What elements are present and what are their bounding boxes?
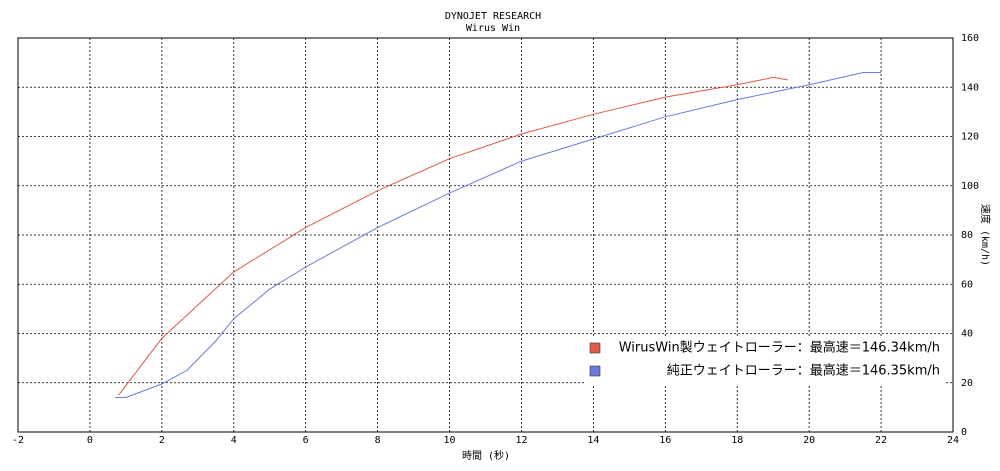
x-tick-label: 16: [659, 435, 671, 446]
x-tick-label: 8: [375, 435, 381, 446]
x-tick-label: 14: [587, 435, 599, 446]
y-tick-label: 0: [961, 427, 967, 438]
x-axis-label: 時間 (秒): [462, 449, 510, 462]
y-tick-label: 60: [961, 279, 973, 290]
legend-swatch: [589, 342, 601, 354]
legend-background: [586, 336, 946, 386]
chart-title: DYNOJET RESEARCH: [445, 11, 541, 22]
y-tick-label: 80: [961, 230, 973, 241]
x-tick-label: 2: [159, 435, 165, 446]
x-tick-label: 18: [731, 435, 743, 446]
y-axis-label: 速度 (km/h): [979, 204, 992, 266]
y-tick-label: 140: [961, 82, 979, 93]
legend-text: WirusWin製ウェイトローラー：最高速＝146.34km/h: [619, 340, 940, 356]
x-tick-label: 10: [444, 435, 456, 446]
legend-swatch: [589, 365, 601, 377]
data-line: [115, 72, 882, 398]
x-tick-label: 4: [231, 435, 237, 446]
y-tick-label: 40: [961, 329, 973, 340]
x-tick-label: 0: [87, 435, 93, 446]
y-tick-label: 100: [961, 181, 979, 192]
y-tick-label: 20: [961, 378, 973, 389]
y-tick-label: 120: [961, 132, 979, 143]
chart-subtitle: Wirus Win: [466, 23, 520, 34]
x-tick-label: -2: [12, 435, 24, 446]
x-tick-label: 6: [303, 435, 309, 446]
x-tick-label: 20: [803, 435, 815, 446]
x-tick-label: 24: [947, 435, 959, 446]
x-tick-label: 12: [515, 435, 527, 446]
legend-text: 純正ウェイトローラー：最高速＝146.35km/h: [667, 363, 940, 379]
data-line: [118, 76, 788, 396]
x-tick-label: 22: [875, 435, 887, 446]
y-tick-label: 160: [961, 33, 979, 44]
